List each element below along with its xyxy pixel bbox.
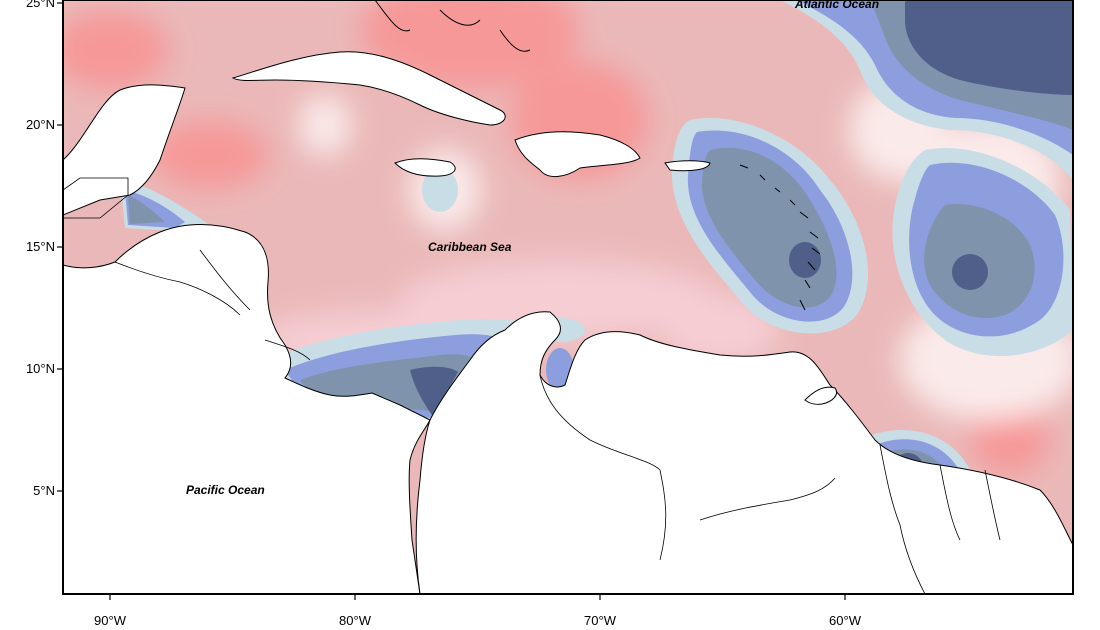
central-america — [63, 224, 431, 594]
border-colombia-venezuela — [539, 374, 836, 561]
jamaica-negative-patch — [422, 168, 458, 212]
pacific-ocean-label: Pacific Ocean — [186, 483, 265, 497]
neutral-patch-windward — [660, 295, 780, 365]
border-belize — [63, 177, 129, 219]
plot-frame — [62, 0, 1074, 595]
panama-negative-core — [410, 366, 458, 415]
lat-tick-label: 15°N — [26, 239, 55, 254]
caribbean-sea-label: Caribbean Sea — [428, 240, 512, 254]
atlantic-north-negative-core — [905, 0, 1073, 95]
border-guianas — [879, 444, 1001, 594]
lon-tick-label: 60°W — [829, 613, 862, 628]
lon-tick-label: 80°W — [339, 613, 372, 628]
puerto-rico — [664, 160, 711, 172]
lon-tick-label: 70°W — [584, 613, 617, 628]
lat-ticks: 25°N 20°N 15°N 10°N 5°N — [26, 0, 63, 498]
cuba — [231, 51, 506, 126]
lon-tick-label: 90°W — [94, 613, 127, 628]
lat-tick-label: 5°N — [33, 483, 55, 498]
border-central-america — [114, 249, 311, 361]
lat-tick-label: 25°N — [26, 0, 55, 10]
atlantic-ocean-label: Atlantic Ocean — [794, 0, 879, 11]
islands — [231, 0, 837, 405]
positive-patch-guyana — [970, 405, 1050, 475]
land-masses — [63, 84, 1073, 594]
lesser-antilles — [739, 164, 821, 311]
lesser-antilles-negative-core — [789, 242, 821, 278]
atlantic-east-negative-core — [952, 254, 988, 290]
lat-tick-label: 20°N — [26, 117, 55, 132]
honduras-negative-inner — [128, 195, 165, 224]
yucatan — [63, 84, 186, 216]
bahamas — [374, 0, 531, 52]
neutral-patch-cuba — [300, 95, 350, 155]
south-america — [415, 311, 1073, 594]
trinidad — [804, 386, 837, 405]
plot-area — [63, 0, 1073, 594]
lon-ticks: 90°W 80°W 70°W 60°W — [94, 594, 862, 628]
lat-tick-label: 10°N — [26, 361, 55, 376]
positive-patch-honduras — [150, 120, 270, 190]
hispaniola — [514, 131, 641, 177]
jamaica — [394, 158, 456, 177]
positive-patch-yucatan — [63, 10, 170, 90]
country-borders — [63, 177, 1001, 594]
